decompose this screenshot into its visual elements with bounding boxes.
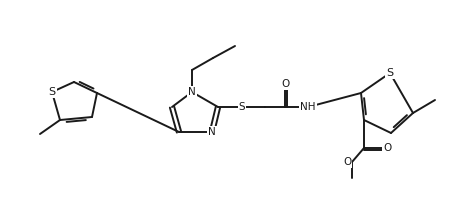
Text: N: N	[208, 127, 216, 137]
Text: S: S	[48, 87, 55, 97]
Text: NH: NH	[300, 102, 316, 112]
Text: S: S	[386, 68, 393, 78]
Text: O: O	[281, 79, 289, 89]
Text: N: N	[188, 87, 196, 97]
Text: S: S	[239, 102, 245, 112]
Text: O: O	[343, 157, 351, 167]
Text: O: O	[383, 143, 391, 153]
